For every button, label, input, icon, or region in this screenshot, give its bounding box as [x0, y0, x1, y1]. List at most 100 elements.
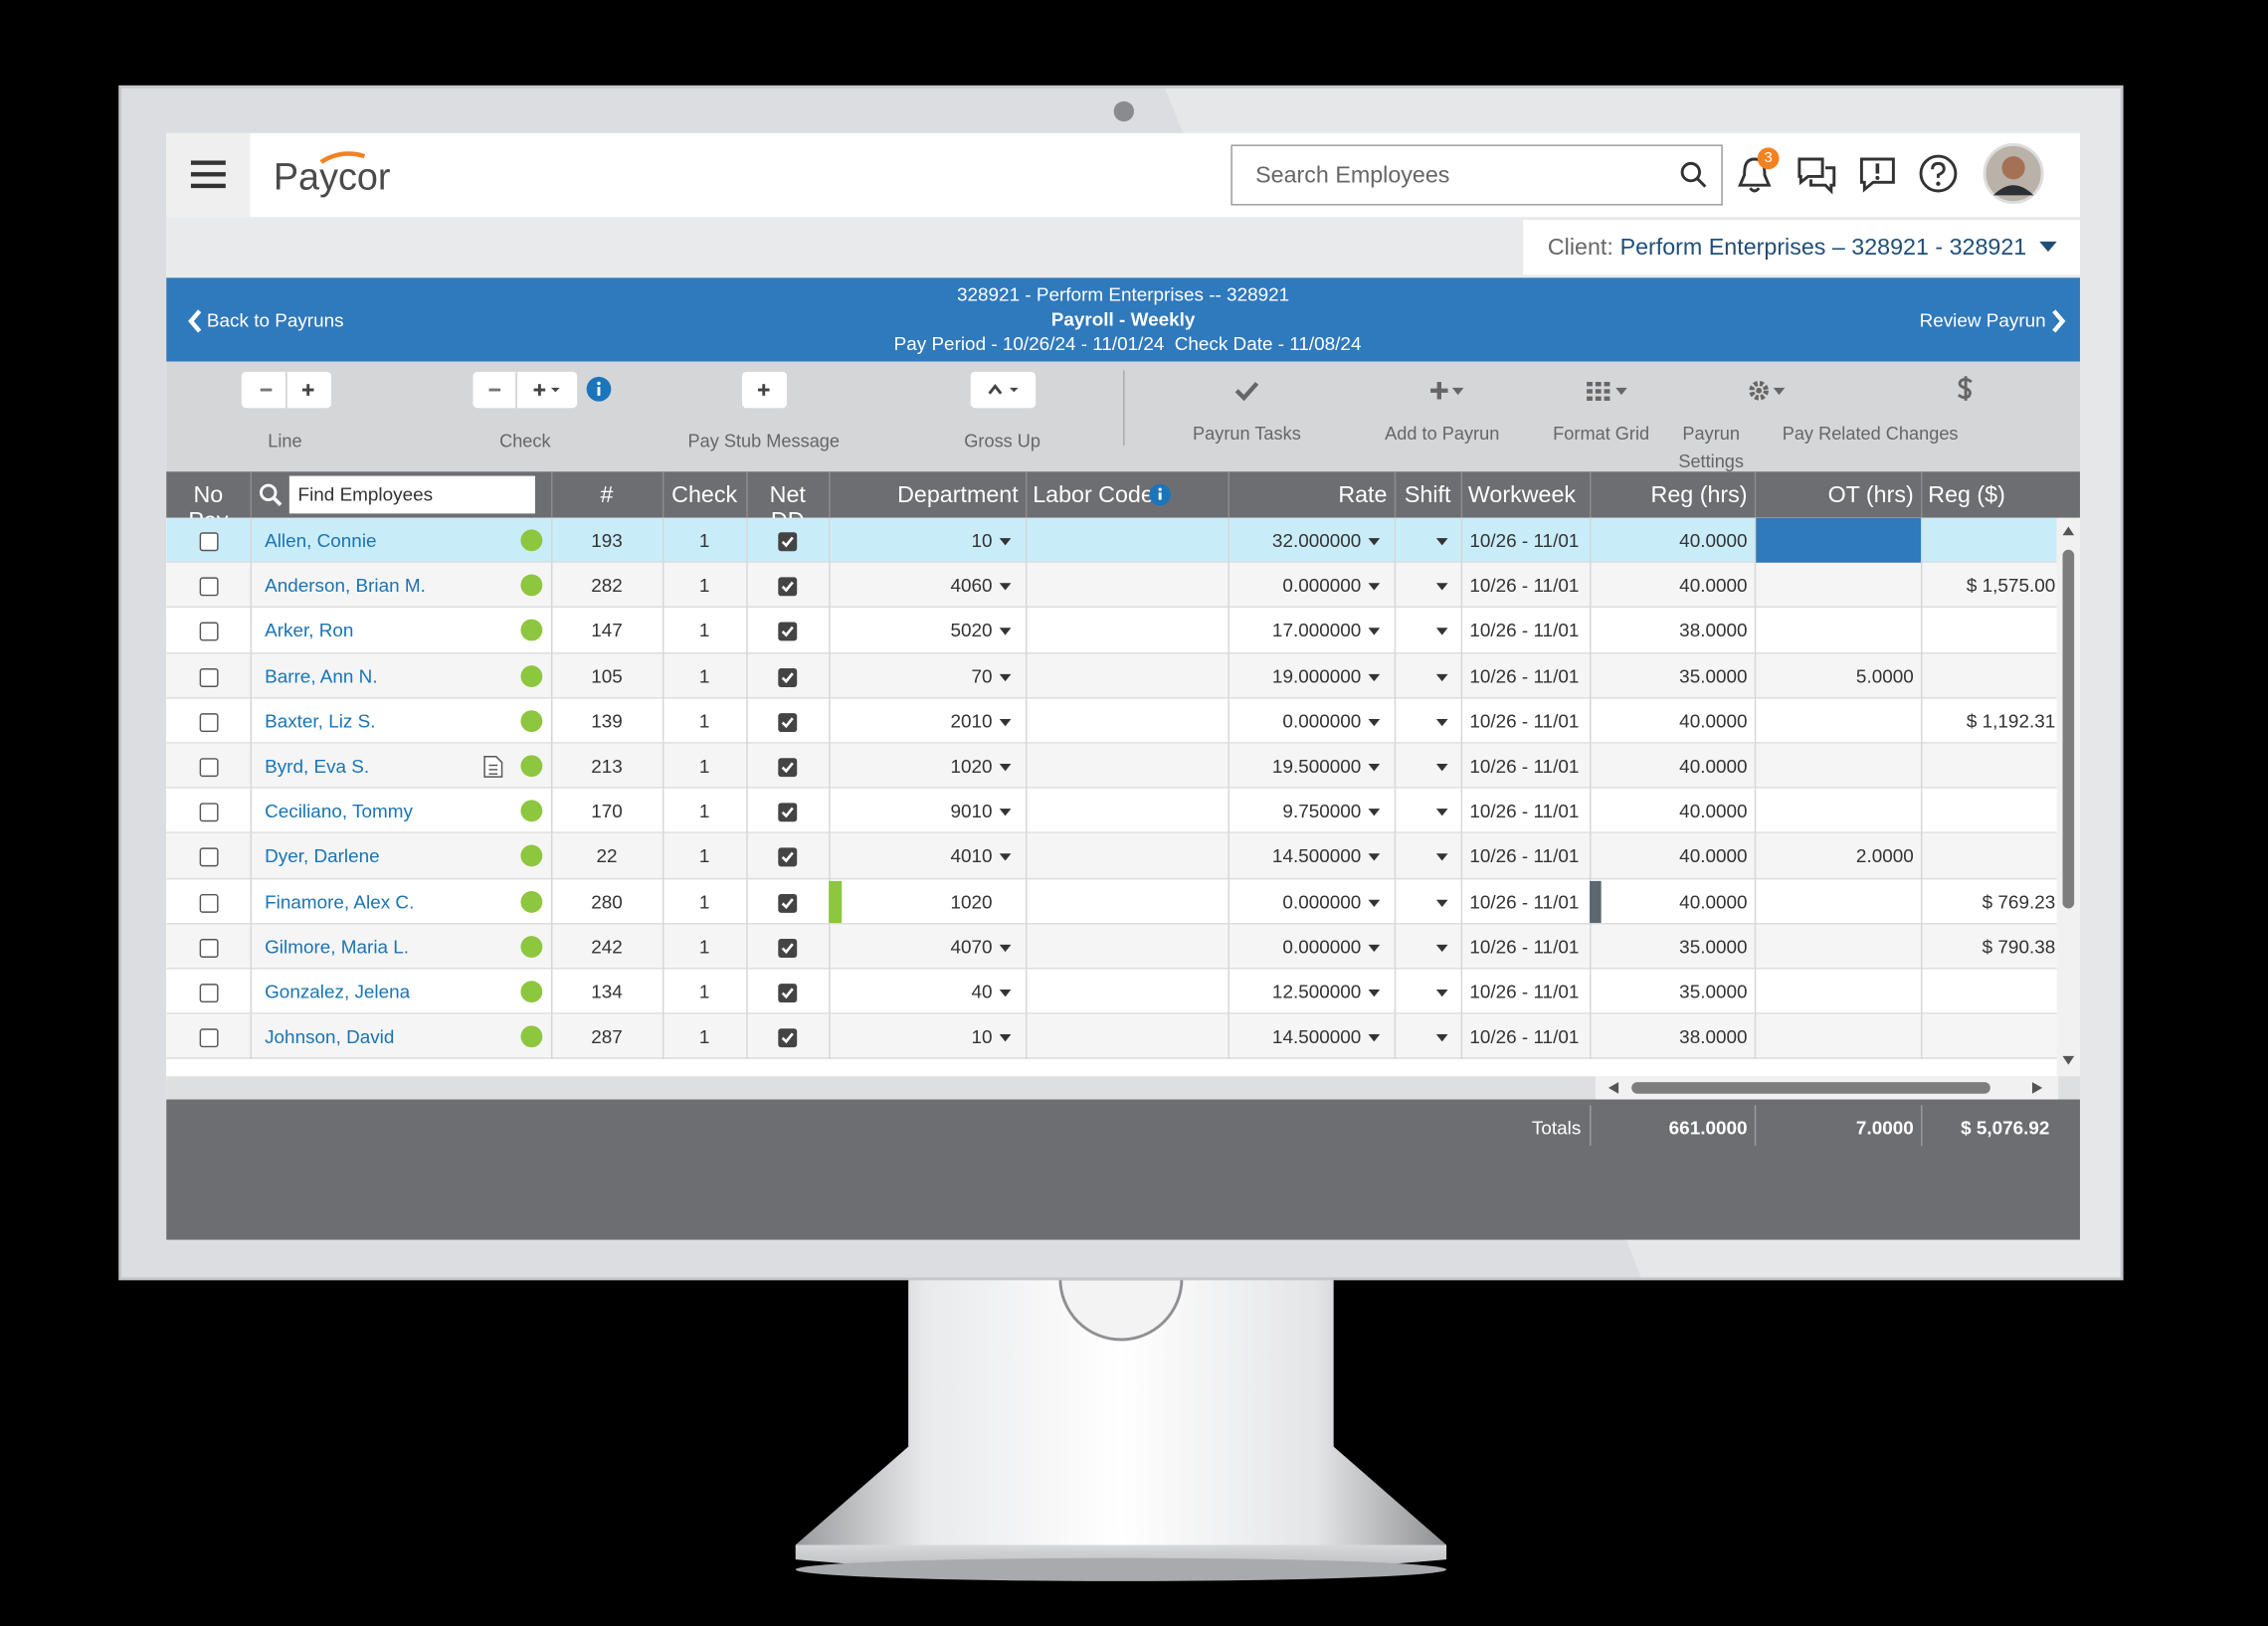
net-dd-checkbox[interactable] [778, 532, 798, 552]
dropdown-caret[interactable] [999, 1034, 1012, 1042]
avatar[interactable] [1983, 143, 2044, 205]
no-pay-checkbox[interactable] [199, 758, 219, 778]
menu-button[interactable] [166, 132, 251, 218]
dropdown-caret[interactable] [1368, 809, 1381, 816]
no-pay-checkbox[interactable] [199, 667, 219, 687]
department[interactable]: 1020 [950, 755, 993, 778]
dropdown-caret[interactable] [1368, 944, 1381, 952]
vertical-scrollbar[interactable] [2056, 517, 2080, 1077]
pay-changes-icon[interactable] [1957, 376, 1974, 402]
no-pay-checkbox[interactable] [199, 1028, 219, 1048]
net-dd-checkbox[interactable] [778, 984, 798, 1003]
employee-name[interactable]: Anderson, Brian M. [265, 574, 426, 597]
dropdown-caret[interactable] [999, 989, 1012, 997]
regular-hours[interactable]: 38.0000 [1679, 1025, 1748, 1048]
rate[interactable]: 0.000000 [1282, 935, 1362, 958]
column-header[interactable]: Check [671, 482, 738, 508]
regular-hours[interactable]: 35.0000 [1679, 981, 1748, 1003]
regular-pay[interactable]: $ 769.23 [1982, 890, 2056, 913]
info-icon[interactable] [1149, 483, 1172, 700]
dropdown-caret[interactable] [1368, 628, 1381, 636]
table-row[interactable]: Barre, Ann N. 105 1 70 19.000000 10/26 - 11/0… [166, 652, 2057, 699]
column-header[interactable]: Labor Codes [1033, 482, 1166, 508]
regular-hours[interactable]: 40.0000 [1679, 529, 1748, 552]
table-row[interactable]: Gilmore, Maria L. 242 1 4070 0.000000 10/26 -… [166, 924, 2057, 970]
rate[interactable]: 14.500000 [1271, 1025, 1362, 1048]
net-dd-checkbox[interactable] [778, 712, 798, 732]
no-pay-checkbox[interactable] [199, 938, 219, 958]
net-dd-checkbox[interactable] [778, 758, 798, 778]
rate[interactable]: 19.500000 [1271, 755, 1362, 778]
department[interactable]: 10 [971, 1025, 993, 1048]
regular-hours[interactable]: 40.0000 [1679, 755, 1748, 778]
dropdown-caret[interactable] [999, 538, 1012, 546]
department[interactable]: 2010 [950, 709, 993, 732]
search-box[interactable]: Search Employees [1230, 144, 1723, 206]
check-buttons[interactable] [472, 371, 578, 409]
column-header[interactable]: Shift [1404, 482, 1451, 508]
table-row[interactable]: Dyer, Darlene 22 1 4010 14.500000 10/26 - 11/… [166, 833, 2057, 879]
employee-name[interactable]: Gonzalez, Jelena [265, 981, 411, 1003]
no-pay-checkbox[interactable] [199, 893, 219, 913]
regular-hours[interactable]: 40.0000 [1679, 709, 1748, 732]
employee-name[interactable]: Johnson, David [265, 1025, 395, 1048]
rate[interactable]: 9.750000 [1282, 800, 1362, 822]
dropdown-caret[interactable] [999, 809, 1012, 816]
table-row[interactable]: Byrd, Eva S. 213 1 1020 19.500000 10/26 - 11/… [166, 743, 2057, 790]
selected-cell[interactable] [1756, 517, 1922, 564]
rate[interactable]: 0.000000 [1282, 709, 1362, 732]
no-pay-checkbox[interactable] [199, 532, 219, 552]
messages-icon[interactable] [1796, 156, 1837, 195]
department[interactable]: 5020 [950, 620, 993, 641]
info-icon[interactable] [586, 376, 612, 402]
back-link[interactable]: Back to Payruns [206, 309, 344, 332]
dropdown-caret[interactable] [1435, 809, 1448, 816]
alerts-icon[interactable] [1858, 156, 1896, 194]
dropdown-caret[interactable] [999, 718, 1012, 726]
dropdown-caret[interactable] [1368, 1034, 1381, 1042]
rate[interactable]: 19.000000 [1271, 664, 1362, 687]
net-dd-checkbox[interactable] [778, 1028, 798, 1048]
rate[interactable]: 0.000000 [1282, 574, 1362, 597]
employee-name[interactable]: Allen, Connie [265, 529, 377, 552]
column-header[interactable]: Rate [1338, 482, 1388, 508]
dropdown-caret[interactable] [1435, 764, 1448, 772]
regular-hours[interactable]: 38.0000 [1679, 620, 1748, 641]
dropdown-caret[interactable] [1435, 718, 1448, 726]
regular-pay[interactable]: $ 1,575.00 [1966, 574, 2056, 597]
regular-hours[interactable]: 40.0000 [1679, 800, 1748, 822]
no-pay-checkbox[interactable] [199, 712, 219, 732]
column-header[interactable]: Reg (hrs) [1650, 482, 1748, 508]
review-link[interactable]: Review Payrun [1919, 309, 2046, 332]
dropdown-caret[interactable] [1368, 718, 1381, 726]
dropdown-caret[interactable] [999, 853, 1012, 862]
column-header[interactable]: Reg ($) [1928, 482, 2005, 508]
regular-pay[interactable]: $ 790.38 [1982, 935, 2056, 958]
dropdown-caret[interactable] [1368, 764, 1381, 772]
employee-name[interactable]: Arker, Ron [265, 620, 354, 641]
rate[interactable]: 32.000000 [1271, 529, 1362, 552]
no-pay-checkbox[interactable] [199, 577, 219, 597]
dropdown-caret[interactable] [1435, 673, 1448, 681]
column-header[interactable]: Department [897, 482, 1019, 508]
table-row[interactable]: Johnson, David 287 1 10 14.500000 10/26 - 11/… [166, 1013, 2057, 1060]
column-header[interactable]: Workweek [1467, 482, 1577, 508]
note-icon[interactable] [483, 755, 503, 778]
rate[interactable]: 12.500000 [1271, 981, 1362, 1003]
overtime-hours[interactable]: 2.0000 [1855, 845, 1914, 867]
regular-hours[interactable]: 35.0000 [1679, 935, 1748, 958]
no-pay-checkbox[interactable] [199, 984, 219, 1003]
line-buttons[interactable] [241, 371, 331, 409]
dropdown-caret[interactable] [1435, 944, 1448, 952]
add-icon[interactable] [1429, 381, 1473, 401]
table-row[interactable]: Allen, Connie 193 1 10 32.000000 10/26 - 11/0… [166, 517, 2057, 564]
employee-name[interactable]: Baxter, Liz S. [265, 709, 376, 732]
dropdown-caret[interactable] [1435, 899, 1448, 907]
gross-up-button[interactable] [970, 371, 1037, 409]
regular-hours[interactable]: 40.0000 [1679, 890, 1748, 913]
overtime-hours[interactable]: 5.0000 [1855, 664, 1914, 687]
regular-hours[interactable]: 40.0000 [1679, 574, 1748, 597]
department[interactable]: 4060 [950, 574, 993, 597]
dropdown-caret[interactable] [1368, 853, 1381, 862]
tasks-icon[interactable] [1233, 381, 1259, 402]
